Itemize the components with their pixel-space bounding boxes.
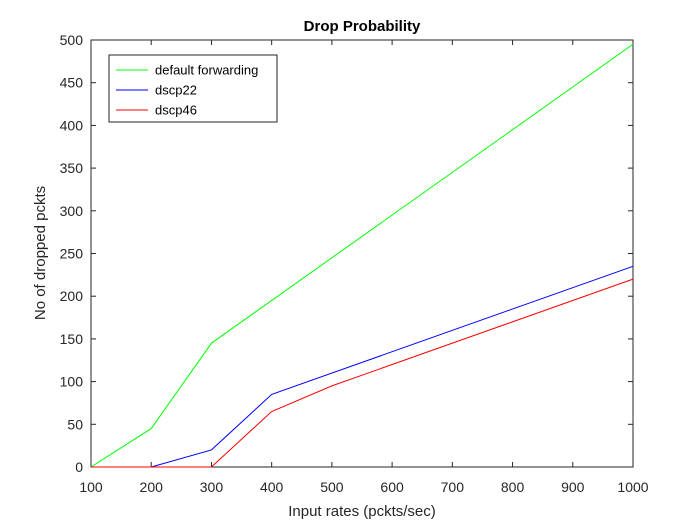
x-tick-label: 1000 [617, 479, 648, 495]
series-line-default-forwarding [90, 43, 634, 468]
legend: default forwarding dscp22 dscp46 [108, 54, 278, 123]
x-tick-label: 200 [140, 479, 164, 495]
y-tick-label: 250 [60, 246, 84, 262]
y-axis-title: No of dropped pckts [32, 186, 49, 320]
legend-label: dscp46 [155, 103, 197, 118]
series-line-dscp46 [91, 278, 634, 468]
y-tick-label: 200 [60, 288, 84, 304]
series-lines [90, 43, 634, 468]
legend-label: dscp22 [155, 83, 197, 98]
y-tick-label: 0 [75, 459, 83, 475]
y-tick-label: 500 [60, 32, 84, 48]
x-tick-label: 800 [501, 479, 525, 495]
x-tick-label: 100 [79, 479, 103, 495]
x-axis-title: Input rates (pckts/sec) [288, 503, 436, 520]
legend-box [108, 54, 278, 123]
chart-title: Drop Probability [304, 18, 421, 35]
y-tick-label: 300 [60, 203, 84, 219]
y-tick-label: 450 [60, 75, 84, 91]
y-tick-label: 400 [60, 117, 84, 133]
y-tick-label: 50 [67, 416, 83, 432]
y-tick-label: 350 [60, 160, 84, 176]
y-tick-label: 150 [60, 331, 84, 347]
x-tick-label: 300 [200, 479, 224, 495]
x-tick-label: 500 [320, 479, 344, 495]
y-tick-label: 100 [60, 374, 84, 390]
axis-tick-labels: 100 200 300 400 500 600 700 800 900 1000 0 50 100 150… [60, 32, 649, 495]
legend-label: default forwarding [155, 63, 258, 78]
x-tick-label: 400 [260, 479, 284, 495]
x-tick-label: 900 [561, 479, 585, 495]
x-tick-label: 600 [380, 479, 404, 495]
x-tick-label: 700 [441, 479, 465, 495]
